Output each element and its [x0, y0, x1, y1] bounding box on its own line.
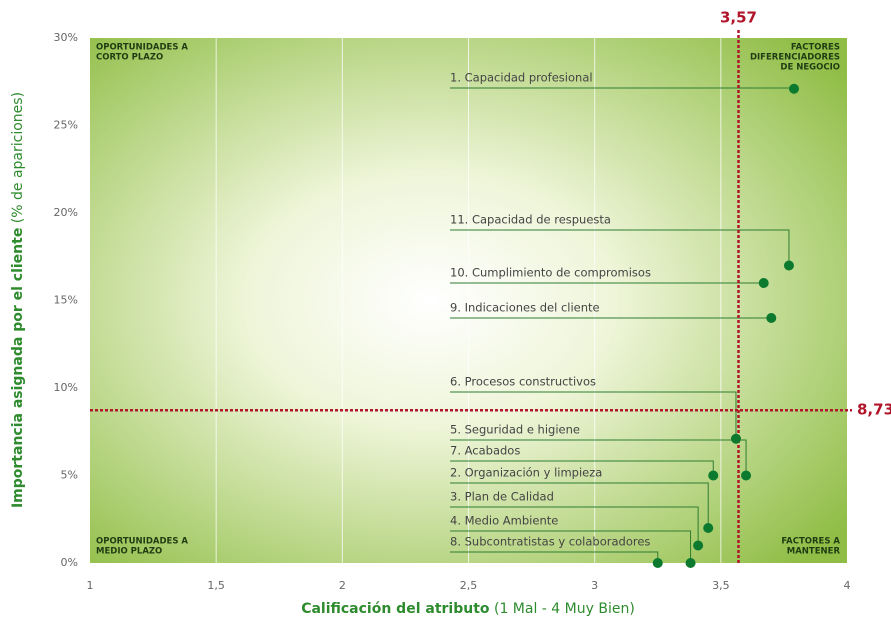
y-title-bold: Importancia asignada por el cliente: [10, 228, 26, 508]
data-point: [730, 433, 741, 444]
data-point: [758, 278, 769, 288]
data-point: [741, 470, 752, 481]
y-tick-label: 10%: [54, 381, 78, 394]
reference-label-y: 8,73: [857, 401, 891, 419]
y-tick-label: 5%: [61, 469, 78, 482]
y-tick-label: 15%: [54, 294, 78, 307]
point-label: 5. Seguridad e higiene: [450, 423, 580, 437]
quadrant-label: OPORTUNIDADES A: [96, 43, 188, 53]
x-tick-label: 1: [87, 579, 94, 592]
data-point: [766, 313, 777, 323]
x-tick-label: 1,5: [207, 579, 225, 592]
y-tick-label: 0%: [61, 556, 78, 569]
quadrant-label: CORTO PLAZO: [96, 53, 163, 63]
callout-line: [450, 482, 709, 528]
quadrant-label: DE NEGOCIO: [780, 63, 840, 73]
point-label: 7. Acabados: [450, 444, 520, 458]
y-tick-label: 20%: [54, 206, 78, 219]
reference-label-x: 3,57: [720, 9, 757, 27]
data-point: [708, 470, 719, 481]
x-tick-label: 3: [591, 579, 598, 592]
point-label: 11. Capacidad de respuesta: [450, 213, 611, 227]
callout-line: [450, 229, 790, 266]
y-tick-label: 30%: [54, 31, 78, 44]
y-tick-label: 25%: [54, 119, 78, 132]
data-point: [783, 260, 794, 271]
point-label: 1. Capacidad profesional: [450, 71, 593, 85]
callout-line: [450, 530, 692, 563]
x-axis-title: Calificación del atributo (1 Mal - 4 Muy…: [301, 601, 635, 617]
quadrant-label: FACTORES A: [781, 537, 840, 547]
y-title-normal: (% de apariciones): [10, 92, 26, 223]
callout-line: [450, 506, 699, 546]
point-label: 4. Medio Ambiente: [450, 514, 558, 528]
point-label: 6. Procesos constructivos: [450, 375, 596, 389]
data-point: [652, 558, 663, 568]
point-label: 3. Plan de Calidad: [450, 490, 554, 504]
point-label: 2. Organización y limpieza: [450, 466, 602, 480]
data-point: [685, 558, 696, 568]
quadrant-label: MANTENER: [787, 547, 841, 557]
quadrant-label: OPORTUNIDADES A: [96, 537, 188, 547]
point-label: 9. Indicaciones del cliente: [450, 301, 600, 315]
quadrant-label: MEDIO PLAZO: [96, 547, 162, 557]
callout-line: [450, 391, 737, 439]
point-label: 10. Cumplimiento de compromisos: [450, 266, 651, 280]
y-axis-title: Importancia asignada por el cliente (% d…: [10, 92, 26, 508]
callout-line: [450, 439, 747, 476]
x-title-normal: (1 Mal - 4 Muy Bien): [494, 601, 635, 617]
data-point: [693, 540, 704, 551]
x-tick-label: 2: [339, 579, 346, 592]
x-tick-label: 4: [844, 579, 851, 592]
x-title-bold: Calificación del atributo: [301, 601, 490, 617]
quadrant-label: DIFERENCIADORES: [750, 53, 840, 63]
x-tick-label: 2,5: [460, 579, 478, 592]
data-point: [703, 523, 714, 533]
x-tick-label: 3,5: [712, 579, 730, 592]
data-point: [789, 83, 800, 94]
point-label: 8. Subcontratistas y colaboradores: [450, 535, 650, 549]
quadrant-label: FACTORES: [791, 43, 840, 53]
